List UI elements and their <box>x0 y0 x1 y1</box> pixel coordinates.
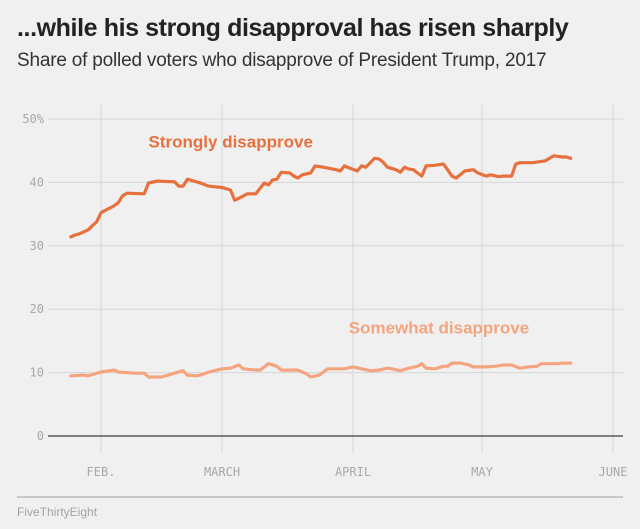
y-tick-label: 50% <box>22 112 44 126</box>
y-tick-label: 0 <box>37 429 44 443</box>
x-tick-label: MARCH <box>204 465 240 479</box>
series-line-strongly <box>69 154 573 239</box>
series-label-strongly: Strongly disapprove <box>149 133 313 152</box>
series-line-somewhat <box>69 361 573 379</box>
y-tick-label: 20 <box>30 302 44 316</box>
series-labels: Strongly disapprove Somewhat disapprove <box>149 133 530 338</box>
chart-title: ...while his strong disapproval has rise… <box>17 14 569 42</box>
series-label-somewhat: Somewhat disapprove <box>349 318 529 337</box>
x-tick-label: APRIL <box>335 465 371 479</box>
x-tick-label: JUNE <box>599 465 628 479</box>
x-tick-label: MAY <box>471 465 493 479</box>
y-tick-label: 30 <box>30 239 44 253</box>
x-tick-label: FEB. <box>87 465 116 479</box>
grid <box>48 103 623 453</box>
axis-ticks: FEB. MARCH APRIL MAY JUNE 0 10 20 30 40 50% <box>22 112 627 479</box>
chart-subtitle: Share of polled voters who disapprove of… <box>17 50 547 71</box>
footer-divider <box>17 496 623 498</box>
series-lines <box>69 154 573 379</box>
source-credit: FiveThirtyEight <box>17 505 98 519</box>
y-tick-label: 10 <box>30 366 44 380</box>
y-tick-label: 40 <box>30 175 44 189</box>
